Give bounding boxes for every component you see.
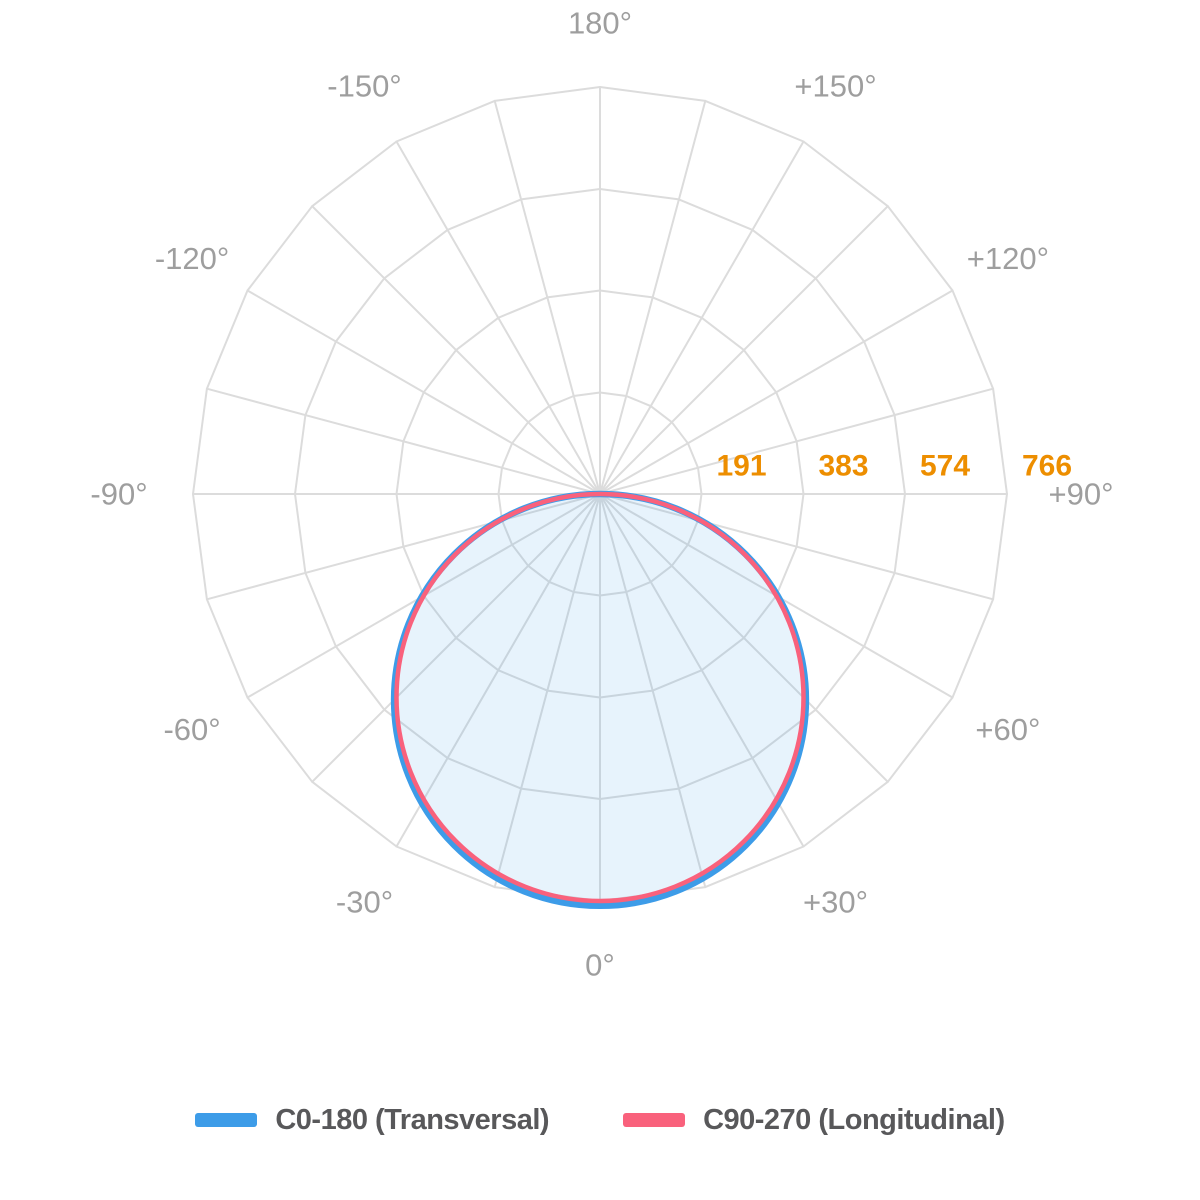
grid-spoke [599,493,889,783]
angle-label-minus-90: -90° [90,477,147,512]
grid-spoke [599,205,889,495]
grid-spoke [599,289,954,495]
grid-spoke [311,205,601,495]
grid-spoke [205,493,601,601]
radial-tick-191: 191 [716,450,766,483]
grid-spoke [246,289,601,495]
grid-spoke [493,493,601,889]
grid-spoke [599,493,707,889]
angle-label-minus-120: -120° [155,241,229,276]
radial-tick-766: 766 [1022,450,1072,483]
grid-spoke [395,140,601,495]
legend-label-c90-270: C90-270 (Longitudinal) [703,1103,1005,1136]
polar-chart: 0° +30° +60° +90° +120° +150° 180° -150° -120° -9… [90,6,1114,983]
grid-spoke [205,387,601,495]
angle-label-180: 180° [568,6,632,41]
grid-spoke [599,99,707,495]
grid-spoke [599,493,995,601]
legend-item-c90-270[interactable]: C90-270 (Longitudinal) [623,1104,1005,1137]
legend-swatch-c0-180-icon [195,1113,258,1127]
grid-spoke [599,140,805,495]
angle-label-0: 0° [585,948,615,983]
angle-label-minus-150: -150° [327,69,401,104]
grid-spoke [395,493,601,848]
angle-label-plusminus-90: +90° [1049,477,1114,512]
legend-label-c0-180: C0-180 (Transversal) [275,1103,550,1136]
radial-tick-383: 383 [818,450,868,483]
grid-spoke [599,493,805,848]
chart-legend: C0-180 (Transversal) C90-270 (Longitudin… [0,1098,1200,1142]
angle-label-plusminus-60: +60° [975,712,1040,747]
legend-swatch-c90-270-icon [623,1113,686,1127]
grid-spoke [311,493,601,783]
angle-label-minus-60: -60° [163,712,220,747]
angle-label-minus-30: -30° [336,884,393,919]
radial-tick-574: 574 [920,450,970,483]
series-curve-c90-270 [394,491,806,904]
angle-label-plusminus-30: +30° [803,884,868,919]
grid-spoke [599,387,995,495]
grid-spoke [493,99,601,495]
legend-item-c0-180[interactable]: C0-180 (Transversal) [195,1103,550,1137]
angle-label-plusminus-150: +150° [794,69,876,104]
angle-label-plusminus-120: +120° [967,241,1049,276]
